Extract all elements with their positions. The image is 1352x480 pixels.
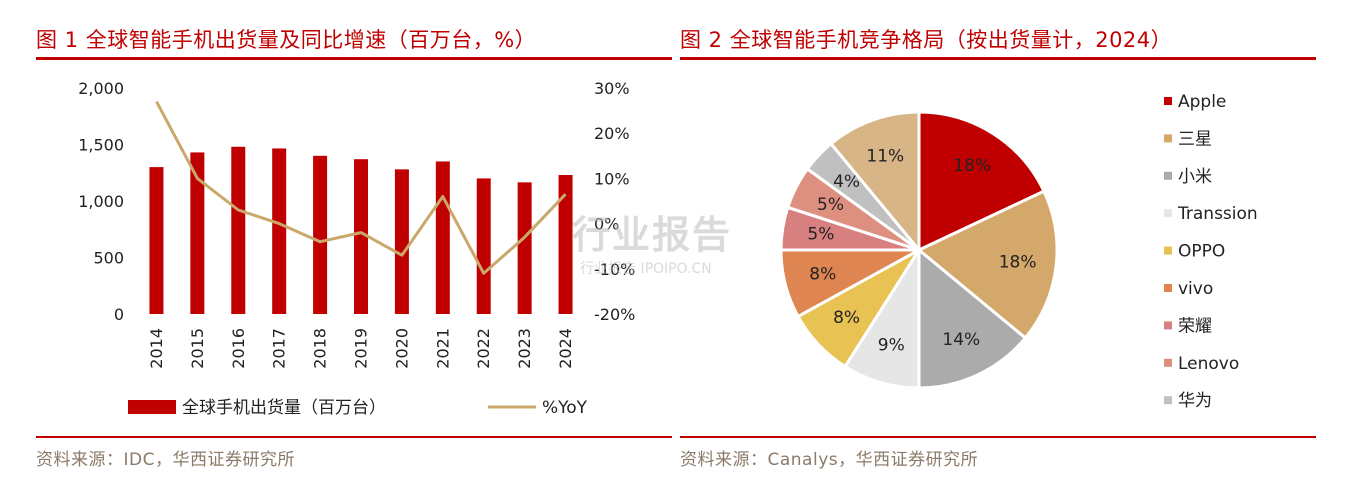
legend-label: 荣耀 — [1178, 316, 1212, 336]
pie-slice-label: 11% — [866, 147, 904, 167]
right-axis-tick-label: 30% — [594, 79, 630, 98]
left-axis-tick-label: 1,500 — [78, 136, 124, 155]
x-axis-tick-label: 2015 — [188, 328, 207, 369]
shipment-combo-chart: 0 500 1,000 1,500 2,000 -20% -10% 0% 10% 20% 30% 20… — [78, 79, 635, 418]
legend-swatch — [1164, 171, 1172, 180]
legend-swatch — [1164, 246, 1172, 255]
figure-1-top-rule — [36, 57, 672, 60]
right-axis-tick-label: -20% — [594, 305, 635, 324]
left-axis-tick-label: 1,000 — [78, 192, 124, 211]
yoy-line — [155, 100, 567, 275]
x-axis-tick-label: 2020 — [392, 328, 411, 369]
legend-label: vivo — [1178, 279, 1213, 299]
legend-swatch — [1164, 358, 1172, 367]
figure-2-source: 资料来源：Canalys，华西证券研究所 — [680, 450, 979, 470]
figure-1-panel: 图 1 全球智能手机出货量及同比增速（百万台，%） 0 500 1,000 1,500… — [36, 0, 672, 480]
legend-label: Apple — [1178, 92, 1226, 112]
shipment-bar — [435, 161, 450, 314]
shipment-bar — [190, 152, 205, 314]
pie-slice-label: 4% — [833, 172, 860, 192]
pie-slice-label: 5% — [807, 225, 834, 245]
figure-2-bottom-rule — [680, 436, 1316, 438]
shipment-bar — [558, 175, 573, 314]
x-axis-tick-label: 2018 — [311, 328, 330, 369]
legend-label: 小米 — [1178, 167, 1212, 187]
shipment-bar — [476, 178, 491, 314]
x-axis-tick-label: 2021 — [433, 328, 452, 369]
pie-slice-label: 18% — [953, 156, 991, 176]
shipment-bar — [517, 182, 532, 314]
pie-slice-label: 14% — [942, 330, 980, 350]
shipment-bar — [354, 159, 368, 314]
figure-1-title: 图 1 全球智能手机出货量及同比增速（百万台，%） — [36, 28, 537, 52]
legend-label: OPPO — [1178, 242, 1225, 262]
shipment-bar — [394, 169, 409, 314]
left-axis-tick-label: 2,000 — [78, 79, 124, 98]
shipment-bar — [272, 148, 287, 314]
legend-label: Transsion — [1177, 204, 1258, 224]
legend-swatch — [1164, 396, 1172, 405]
left-axis-tick-label: 0 — [114, 305, 124, 324]
legend-bar-swatch — [128, 400, 176, 414]
figure-1-bottom-rule — [36, 436, 672, 438]
right-axis-tick-label: 20% — [594, 124, 630, 143]
pie-slice-label: 8% — [833, 308, 860, 328]
legend-swatch — [1164, 321, 1172, 330]
pie-slice-label: 5% — [817, 195, 844, 215]
pie-slice — [916, 189, 1059, 341]
x-axis-tick-label: 2016 — [229, 328, 248, 369]
legend-swatch — [1164, 97, 1172, 105]
x-axis-tick-label: 2024 — [556, 328, 575, 369]
x-axis-tick-label: 2019 — [352, 328, 371, 369]
legend-swatch — [1164, 209, 1172, 218]
right-axis-tick-label: 10% — [594, 169, 630, 188]
right-axis-tick-label: -10% — [594, 260, 635, 279]
legend-label: Lenovo — [1178, 354, 1239, 374]
left-axis-tick-label: 500 — [93, 249, 124, 268]
legend-label: 三星 — [1178, 129, 1212, 149]
x-axis-tick-label: 2017 — [270, 328, 289, 369]
pie-slice-label: 8% — [809, 265, 836, 285]
shipment-bar — [149, 167, 164, 314]
legend-label: 华为 — [1178, 391, 1212, 411]
shipment-bar — [313, 155, 328, 314]
pie-slice — [917, 246, 1028, 390]
legend-swatch — [1164, 134, 1172, 143]
x-axis-tick-label: 2023 — [515, 328, 534, 369]
pie-slice-label: 9% — [878, 335, 905, 355]
shipment-bar — [231, 146, 246, 314]
figure-1-source: 资料来源：IDC，华西证券研究所 — [36, 450, 295, 470]
figure-2-top-rule — [680, 57, 1316, 60]
figure-2-panel: 图 2 全球智能手机竞争格局（按出货量计，2024） 18% 18% 14% 9% 8%… — [680, 0, 1316, 480]
right-axis-tick-label: 0% — [594, 215, 619, 234]
legend-bar-label: 全球手机出货量（百万台） — [182, 398, 386, 418]
figure-2-title: 图 2 全球智能手机竞争格局（按出货量计，2024） — [680, 28, 1173, 52]
pie-slice-label: 18% — [999, 253, 1037, 273]
x-axis-tick-label: 2014 — [147, 328, 166, 369]
x-axis-tick-label: 2022 — [474, 328, 493, 369]
pie-slice — [828, 110, 921, 255]
legend-swatch — [1164, 284, 1172, 292]
pie-slice — [917, 110, 1046, 253]
legend-line-label: %YoY — [542, 398, 588, 418]
